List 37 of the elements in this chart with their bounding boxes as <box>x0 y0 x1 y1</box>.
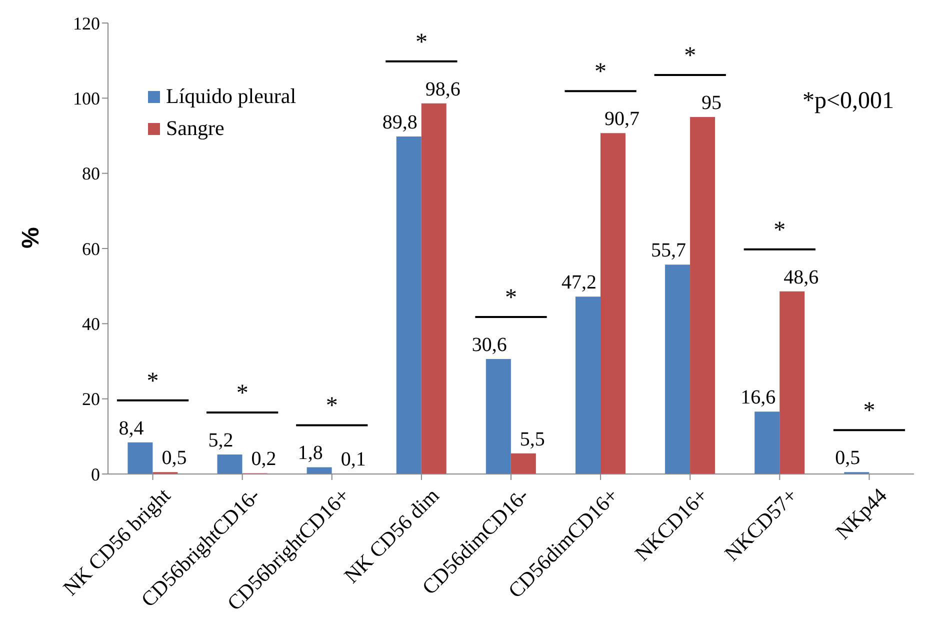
annotation: * <box>774 217 786 244</box>
annotation: * <box>684 42 696 69</box>
data-label: 0,2 <box>251 448 276 470</box>
y-tick-label: 40 <box>82 314 100 334</box>
data-label: 5,5 <box>520 428 545 450</box>
data-label: 30,6 <box>472 334 507 356</box>
y-tick-label: 120 <box>73 13 100 34</box>
y-tick-label: 60 <box>82 238 100 259</box>
legend-label: Líquido pleural <box>166 84 296 108</box>
y-tick-label: 80 <box>82 164 100 184</box>
annotation: * <box>415 29 428 56</box>
y-tick-label: 20 <box>82 389 100 410</box>
data-label: 55,7 <box>651 240 686 262</box>
data-label: 0,5 <box>835 447 860 470</box>
data-label: 98,6 <box>425 78 460 100</box>
data-label: 47,2 <box>561 272 596 294</box>
annotation: * <box>863 398 876 424</box>
data-label: 89,8 <box>382 112 418 134</box>
data-label: 16,6 <box>740 386 776 409</box>
annotation: *p<0,001 <box>802 88 894 114</box>
y-axis-title: % <box>18 227 45 248</box>
annotation: * <box>594 59 607 86</box>
data-label: 1,8 <box>298 442 323 464</box>
data-label: 5,2 <box>208 429 234 452</box>
data-label: 8,4 <box>118 417 144 440</box>
data-label: 0,1 <box>340 448 366 471</box>
annotation: * <box>146 368 159 394</box>
legend-label: Sangre <box>166 116 224 140</box>
data-label: 90,7 <box>604 108 640 130</box>
data-label: 48,6 <box>784 266 819 288</box>
y-tick-label: 100 <box>73 88 100 109</box>
data-label: 0,5 <box>162 447 187 470</box>
data-label: 95 <box>702 92 722 114</box>
annotation: * <box>236 380 248 406</box>
y-tick-label: 0 <box>91 464 100 484</box>
annotation: * <box>326 393 338 420</box>
annotation: * <box>505 284 517 311</box>
